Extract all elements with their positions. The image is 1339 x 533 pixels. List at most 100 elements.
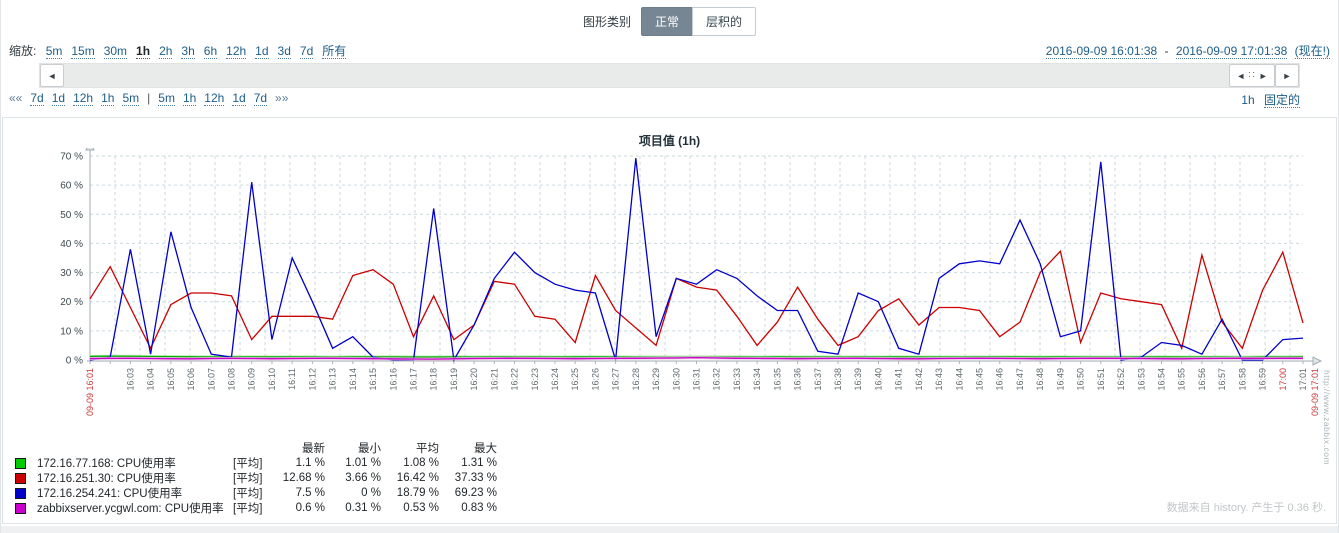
x-tick-label: 16:10 xyxy=(267,368,277,391)
grip-right-arrow-icon: ► xyxy=(1258,70,1268,81)
nav-back-7d[interactable]: 7d xyxy=(30,91,44,106)
zoom-option-2h[interactable]: 2h xyxy=(159,44,173,59)
nav-back-links: 7d 1d 12h 1h 5m xyxy=(30,91,147,106)
nav-back-1h[interactable]: 1h xyxy=(101,91,115,106)
x-tick-label: 16:07 xyxy=(206,368,216,391)
series-line-3 xyxy=(89,356,1303,360)
x-tick-label: 16:50 xyxy=(1076,368,1086,391)
y-tick-label: 40 % xyxy=(60,239,83,250)
zabbix-watermark-link[interactable]: http://www.zabbix.com xyxy=(1322,370,1332,466)
legend-item-max: 1.31 % xyxy=(461,457,497,469)
legend-item-last: 7.5 % xyxy=(295,487,325,499)
zoom-option-3h[interactable]: 3h xyxy=(181,44,195,59)
legend-swatch xyxy=(15,472,26,484)
x-tick-label: 16:49 xyxy=(1055,368,1065,391)
legend-item-min: 0.31 % xyxy=(345,502,381,514)
x-tick-label: 16:30 xyxy=(671,368,681,391)
x-tick-label: 16:32 xyxy=(712,368,722,391)
graph-type-normal-button[interactable]: 正常 xyxy=(640,6,693,36)
x-tick-label: 16:53 xyxy=(1136,368,1146,391)
nav-forward-7d[interactable]: 7d xyxy=(253,91,268,106)
legend-item-func: [平均] xyxy=(233,473,263,485)
legend-row: 172.16.251.30: CPU使用率 [平均] 12.68 % 3.66 % 16… xyxy=(13,470,507,485)
x-tick-label: 16:27 xyxy=(611,368,621,391)
scroll-left-button[interactable]: ◄ xyxy=(40,64,64,87)
nav-row: «« 7d 1d 12h 1h 5m | 5m 1h 12h 1d 7d »» xyxy=(9,91,296,106)
legend-item-max: 69.23 % xyxy=(454,487,497,499)
nav-far-back-link[interactable]: «« xyxy=(9,91,23,105)
nav-forward-12h[interactable]: 12h xyxy=(204,91,225,106)
x-tick-label: 09-09 17:01 xyxy=(1310,368,1320,416)
x-tick-label: 16:58 xyxy=(1237,368,1247,391)
fixed-link[interactable]: 固定的 xyxy=(1263,93,1300,108)
graph-type-stacked-button[interactable]: 层积的 xyxy=(692,6,757,36)
nav-forward-1h[interactable]: 1h xyxy=(182,91,197,106)
series-line-1 xyxy=(89,249,1304,351)
legend-header-row: 最新 最小 平均 最大 xyxy=(13,440,507,455)
date-to-link[interactable]: 2016-09-09 17:01:38 xyxy=(1175,44,1288,59)
legend-item-max: 0.83 % xyxy=(461,502,497,514)
date-from-link[interactable]: 2016-09-09 16:01:38 xyxy=(1045,44,1158,59)
legend-item-min: 1.01 % xyxy=(345,457,381,469)
graph-type-bar: 图形类别 正常 层积的 xyxy=(1,6,1338,36)
x-tick-label: 16:20 xyxy=(469,368,479,391)
legend-item-avg: 1.08 % xyxy=(403,457,439,469)
zoom-option-6h[interactable]: 6h xyxy=(203,44,218,59)
x-tick-label: 16:29 xyxy=(651,368,661,391)
zoom-option-3d[interactable]: 3d xyxy=(277,44,291,59)
legend-col-header: 最新 xyxy=(302,443,325,455)
legend-item-last: 0.6 % xyxy=(295,502,325,514)
legend-item-min: 0 % xyxy=(361,487,381,499)
scrollbar-resize-grip[interactable]: ◄ ∷ ► xyxy=(1229,64,1275,87)
legend-col-header: 最小 xyxy=(358,443,381,455)
x-tick-label: 16:43 xyxy=(934,368,944,391)
x-tick-label: 16:17 xyxy=(409,368,419,391)
legend-col-header: 平均 xyxy=(416,443,439,455)
y-tick-label: 10 % xyxy=(60,326,83,337)
graph-legend: 最新 最小 平均 最大 172.16.77.168: CPU使用率 [平均] 1.1 % 1… xyxy=(13,440,507,515)
nav-back-5m[interactable]: 5m xyxy=(122,91,140,106)
legend-item-name: zabbixserver.ycgwl.com: CPU使用率 xyxy=(37,503,224,515)
x-tick-label: 16:26 xyxy=(590,368,600,391)
zoom-option-所有[interactable]: 所有 xyxy=(322,44,347,59)
x-tick-label: 16:03 xyxy=(125,368,135,391)
legend-col-header: 最大 xyxy=(474,443,497,455)
scroll-right-button[interactable]: ► xyxy=(1275,64,1299,87)
legend-item-name: 172.16.77.168: CPU使用率 xyxy=(37,458,176,470)
zoom-option-7d[interactable]: 7d xyxy=(299,44,314,59)
x-tick-label: 16:41 xyxy=(894,368,904,391)
graph-type-toggle: 正常 层积的 xyxy=(640,6,757,36)
zoom-option-5m[interactable]: 5m xyxy=(45,44,63,59)
x-tick-label: 16:24 xyxy=(550,368,560,391)
y-tick-label: 0 % xyxy=(66,356,83,367)
grip-dots-icon: ∷ xyxy=(1248,70,1256,81)
date-now-link[interactable]: (现在!) xyxy=(1294,44,1330,59)
y-tick-label: 70 % xyxy=(60,152,83,163)
zoom-option-12h[interactable]: 12h xyxy=(226,44,247,59)
x-tick-label: 16:05 xyxy=(166,368,176,391)
x-tick-label: 16:40 xyxy=(873,368,883,391)
time-scrollbar[interactable]: ◄ ◄ ∷ ► ► xyxy=(39,63,1300,88)
zoom-option-1h[interactable]: 1h xyxy=(136,44,151,59)
x-tick-label: 16:11 xyxy=(287,368,297,390)
x-tick-label: 16:56 xyxy=(1197,368,1207,391)
nav-forward-1d[interactable]: 1d xyxy=(232,91,246,106)
zoom-option-30m[interactable]: 30m xyxy=(103,44,128,59)
x-tick-label: 16:44 xyxy=(954,368,964,391)
nav-back-1d[interactable]: 1d xyxy=(51,91,66,106)
legend-item-func: [平均] xyxy=(233,488,263,500)
legend-swatch xyxy=(15,487,26,499)
nav-forward-5m[interactable]: 5m xyxy=(158,91,175,106)
x-tick-label: 16:54 xyxy=(1157,368,1167,391)
legend-item-avg: 16.42 % xyxy=(396,472,439,484)
date-separator: - xyxy=(1164,44,1169,58)
zoom-option-1d[interactable]: 1d xyxy=(255,44,269,59)
zoom-option-15m[interactable]: 15m xyxy=(71,44,95,59)
x-tick-label: 16:36 xyxy=(793,368,803,391)
nav-back-12h[interactable]: 12h xyxy=(73,91,94,106)
zoom-row: 缩放: 5m 15m 30m 1h 2h 3h 6h 12h 1d 3d 7d 所有 2016-09-… xyxy=(9,42,1330,59)
scrollbar-track[interactable] xyxy=(64,64,1229,87)
x-tick-label: 16:12 xyxy=(307,368,317,391)
x-tick-label: 16:39 xyxy=(853,368,863,391)
nav-far-forward-link[interactable]: »» xyxy=(275,91,289,105)
